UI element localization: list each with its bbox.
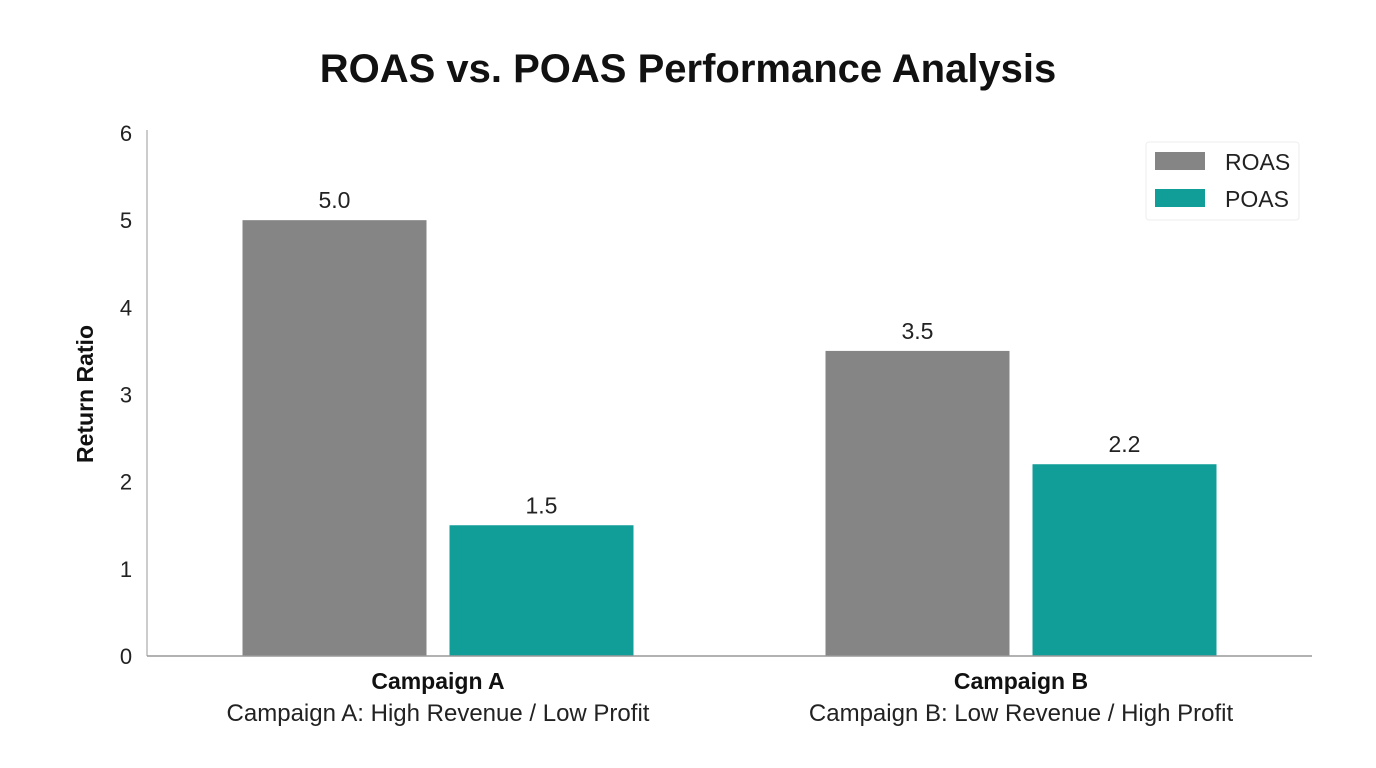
y-axis-label: Return Ratio bbox=[72, 325, 98, 463]
y-tick-label: 6 bbox=[120, 121, 132, 146]
legend-swatch-poas bbox=[1155, 189, 1205, 207]
y-tick-label: 4 bbox=[120, 295, 132, 320]
x-tick-sublabel: Campaign B: Low Revenue / High Profit bbox=[809, 700, 1234, 727]
y-tick-label: 3 bbox=[120, 383, 132, 408]
bar-roas bbox=[242, 220, 427, 656]
y-tick-label: 5 bbox=[120, 208, 132, 233]
x-tick-label: Campaign A bbox=[371, 668, 504, 694]
bar-poas bbox=[1032, 464, 1217, 656]
data-label: 2.2 bbox=[1109, 431, 1141, 457]
data-label: 1.5 bbox=[526, 492, 558, 518]
x-tick-label: Campaign B bbox=[954, 668, 1088, 694]
data-label: 5.0 bbox=[319, 187, 351, 213]
chart-title: ROAS vs. POAS Performance Analysis bbox=[320, 47, 1057, 91]
legend-label-roas: ROAS bbox=[1225, 149, 1290, 175]
bar-poas bbox=[449, 525, 634, 656]
y-tick-label: 0 bbox=[120, 644, 132, 669]
y-tick-label: 2 bbox=[120, 470, 132, 495]
bar-roas bbox=[825, 350, 1010, 656]
y-tick-label: 1 bbox=[120, 557, 132, 582]
x-tick-sublabel: Campaign A: High Revenue / Low Profit bbox=[227, 700, 650, 727]
legend: ROAS POAS bbox=[1145, 141, 1300, 221]
legend-swatch-roas bbox=[1155, 152, 1205, 170]
data-label: 3.5 bbox=[902, 318, 934, 344]
legend-label-poas: POAS bbox=[1225, 186, 1289, 212]
